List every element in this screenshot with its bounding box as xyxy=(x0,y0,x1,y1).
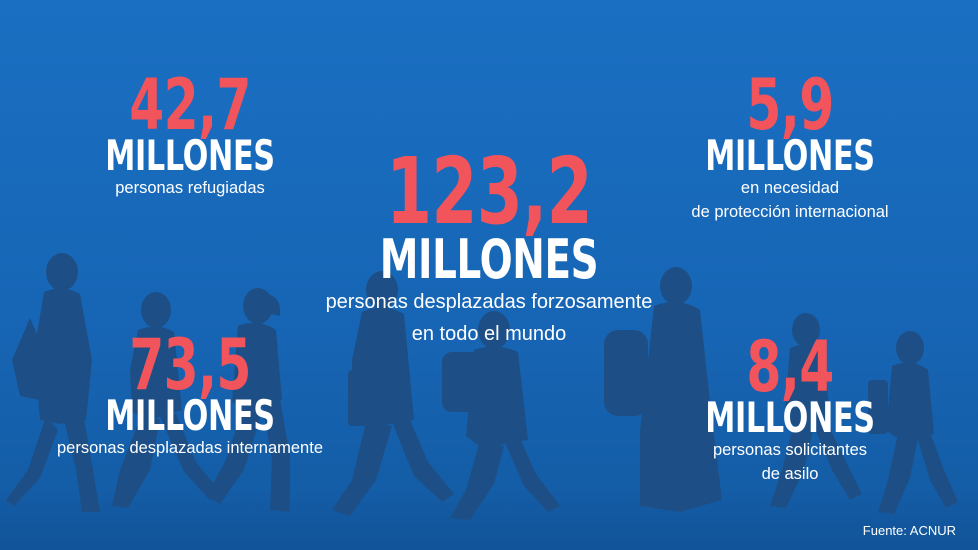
stat-number: 73,5 xyxy=(129,324,251,406)
stat-number: 8,4 xyxy=(746,326,834,408)
stat-description-line1: personas desplazadas forzosamente xyxy=(325,291,653,313)
stat-description: personas desplazadas internamente xyxy=(56,439,323,457)
stat-unit: MILLONES xyxy=(705,393,875,442)
stat-description-line2: de asilo xyxy=(761,465,819,483)
stat-total: 123,2 MILLONES personas desplazadas forz… xyxy=(284,138,694,350)
silhouette-person xyxy=(112,292,222,508)
stat-unit: MILLONES xyxy=(705,131,875,180)
stat-description-line1: personas solicitantes xyxy=(712,441,868,459)
silhouette-person xyxy=(206,288,290,512)
ground-shadow xyxy=(0,490,978,550)
stat-unit: MILLONES xyxy=(379,228,599,291)
stat-description-line2: en todo el mundo xyxy=(411,323,567,345)
stat-protection: 5,9 MILLONES en necesidad de protección … xyxy=(670,64,910,224)
silhouette-person xyxy=(604,267,722,512)
stat-number: 123,2 xyxy=(386,138,593,245)
silhouette-person xyxy=(770,313,862,508)
stat-unit: MILLONES xyxy=(105,131,275,180)
stat-number: 5,9 xyxy=(746,64,834,146)
stat-description-line2: de protección internacional xyxy=(691,203,889,221)
stat-internal: 73,5 MILLONES personas desplazadas inter… xyxy=(40,324,340,460)
stat-unit: MILLONES xyxy=(105,391,275,440)
source-credit: Fuente: ACNUR xyxy=(862,523,956,538)
silhouette-person xyxy=(868,331,958,514)
stat-description: personas refugiadas xyxy=(115,179,265,197)
stat-refugees: 42,7 MILLONES personas refugiadas xyxy=(70,64,310,200)
silhouette-person xyxy=(442,311,560,520)
stat-description-line1: en necesidad xyxy=(740,179,840,197)
stat-asylum: 8,4 MILLONES personas solicitantes de as… xyxy=(670,326,910,486)
stat-number: 42,7 xyxy=(129,64,251,146)
silhouette-person xyxy=(332,271,454,516)
silhouette-person xyxy=(6,253,100,512)
